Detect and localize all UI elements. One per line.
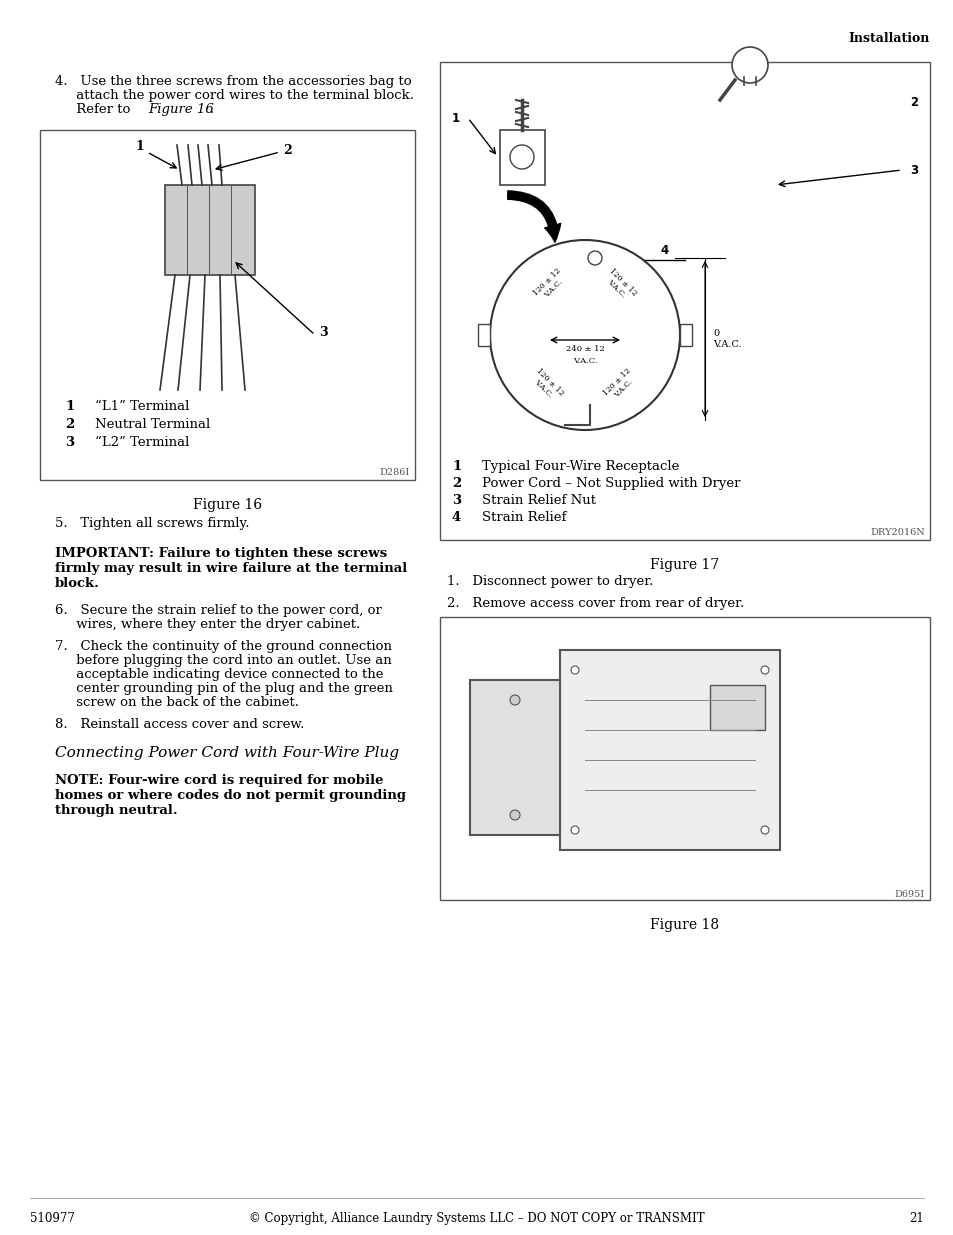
- Bar: [679, 324, 691, 346]
- Text: D695I: D695I: [894, 890, 924, 899]
- Text: 2: 2: [909, 95, 917, 109]
- Text: 1: 1: [452, 111, 459, 125]
- Text: NOTE: Four-wire cord is required for mobile: NOTE: Four-wire cord is required for mob…: [55, 774, 383, 787]
- Bar: [499, 130, 544, 185]
- Text: before plugging the cord into an outlet. Use an: before plugging the cord into an outlet.…: [55, 655, 392, 667]
- Bar: [559, 650, 780, 850]
- Text: DRY2016N: DRY2016N: [869, 529, 924, 537]
- Text: Refer to: Refer to: [55, 103, 134, 116]
- Text: 2: 2: [65, 417, 74, 431]
- Text: block.: block.: [55, 577, 100, 590]
- Text: 5.   Tighten all screws firmly.: 5. Tighten all screws firmly.: [55, 517, 250, 530]
- Text: Strain Relief Nut: Strain Relief Nut: [481, 494, 596, 508]
- Text: IMPORTANT: Failure to tighten these screws: IMPORTANT: Failure to tighten these scre…: [55, 547, 387, 559]
- Text: 6.   Secure the strain relief to the power cord, or: 6. Secure the strain relief to the power…: [55, 604, 381, 618]
- Text: Figure 16: Figure 16: [148, 103, 213, 116]
- Text: wires, where they enter the dryer cabinet.: wires, where they enter the dryer cabine…: [55, 618, 360, 631]
- Text: center grounding pin of the plug and the green: center grounding pin of the plug and the…: [55, 682, 393, 695]
- Text: D286I: D286I: [379, 468, 410, 477]
- Bar: [165, 185, 254, 275]
- Bar: [709, 685, 764, 730]
- Circle shape: [587, 251, 601, 266]
- Bar: [470, 680, 559, 835]
- Text: Figure 18: Figure 18: [650, 918, 719, 932]
- Text: © Copyright, Alliance Laundry Systems LLC – DO NOT COPY or TRANSMIT: © Copyright, Alliance Laundry Systems LL…: [249, 1212, 704, 1225]
- Circle shape: [571, 666, 578, 674]
- Bar: [439, 618, 929, 900]
- Text: acceptable indicating device connected to the: acceptable indicating device connected t…: [55, 668, 383, 680]
- Text: through neutral.: through neutral.: [55, 804, 177, 818]
- Text: 1.   Disconnect power to dryer.: 1. Disconnect power to dryer.: [447, 576, 653, 588]
- Text: 4: 4: [452, 511, 460, 524]
- Text: 3: 3: [318, 326, 327, 338]
- Text: 3: 3: [909, 163, 917, 177]
- Circle shape: [760, 826, 768, 834]
- Text: 2: 2: [283, 143, 292, 157]
- Text: 120 ± 12
V.A.C.: 120 ± 12 V.A.C.: [531, 267, 568, 304]
- Text: Installation: Installation: [848, 32, 929, 44]
- Text: 120 ± 12
V.A.C.: 120 ± 12 V.A.C.: [528, 367, 565, 404]
- Text: .: .: [210, 103, 214, 116]
- Text: Strain Relief: Strain Relief: [481, 511, 566, 524]
- Text: Power Cord – Not Supplied with Dryer: Power Cord – Not Supplied with Dryer: [481, 477, 740, 490]
- Text: 21: 21: [908, 1212, 923, 1225]
- Text: Figure 17: Figure 17: [650, 558, 719, 572]
- Text: 2.   Remove access cover from rear of dryer.: 2. Remove access cover from rear of drye…: [447, 597, 743, 610]
- Text: 120 ± 12
V.A.C.: 120 ± 12 V.A.C.: [600, 267, 638, 304]
- Text: Connecting Power Cord with Four-Wire Plug: Connecting Power Cord with Four-Wire Plu…: [55, 746, 398, 760]
- Circle shape: [760, 666, 768, 674]
- Text: 510977: 510977: [30, 1212, 74, 1225]
- Text: 1: 1: [135, 141, 144, 153]
- Text: 7.   Check the continuity of the ground connection: 7. Check the continuity of the ground co…: [55, 640, 392, 653]
- Text: 0
V.A.C.: 0 V.A.C.: [712, 330, 740, 348]
- Text: attach the power cord wires to the terminal block.: attach the power cord wires to the termi…: [55, 89, 414, 103]
- Text: homes or where codes do not permit grounding: homes or where codes do not permit groun…: [55, 789, 406, 802]
- Text: firmly may result in wire failure at the terminal: firmly may result in wire failure at the…: [55, 562, 407, 576]
- Text: 120 ± 12
V.A.C.: 120 ± 12 V.A.C.: [600, 367, 638, 404]
- Text: 240 ± 12: 240 ± 12: [565, 345, 604, 353]
- Text: screw on the back of the cabinet.: screw on the back of the cabinet.: [55, 697, 298, 709]
- Text: 4: 4: [659, 243, 667, 257]
- Text: 3: 3: [65, 436, 74, 450]
- Circle shape: [510, 144, 534, 169]
- Circle shape: [731, 47, 767, 83]
- Text: 1: 1: [65, 400, 74, 412]
- Text: 2: 2: [452, 477, 460, 490]
- Bar: [40, 130, 415, 480]
- Text: “L2” Terminal: “L2” Terminal: [95, 436, 190, 450]
- Text: Typical Four-Wire Receptacle: Typical Four-Wire Receptacle: [481, 459, 679, 473]
- Circle shape: [510, 695, 519, 705]
- Text: Neutral Terminal: Neutral Terminal: [95, 417, 210, 431]
- Text: 8.   Reinstall access cover and screw.: 8. Reinstall access cover and screw.: [55, 718, 304, 731]
- Bar: [477, 324, 490, 346]
- Circle shape: [490, 240, 679, 430]
- Text: V.A.C.: V.A.C.: [572, 357, 597, 366]
- Text: 3: 3: [452, 494, 460, 508]
- FancyArrowPatch shape: [507, 191, 560, 242]
- Circle shape: [510, 810, 519, 820]
- Text: 1: 1: [452, 459, 460, 473]
- Text: 4.   Use the three screws from the accessories bag to: 4. Use the three screws from the accesso…: [55, 75, 411, 88]
- Bar: [439, 62, 929, 540]
- Text: Figure 16: Figure 16: [193, 498, 262, 513]
- Text: “L1” Terminal: “L1” Terminal: [95, 400, 190, 412]
- Circle shape: [571, 826, 578, 834]
